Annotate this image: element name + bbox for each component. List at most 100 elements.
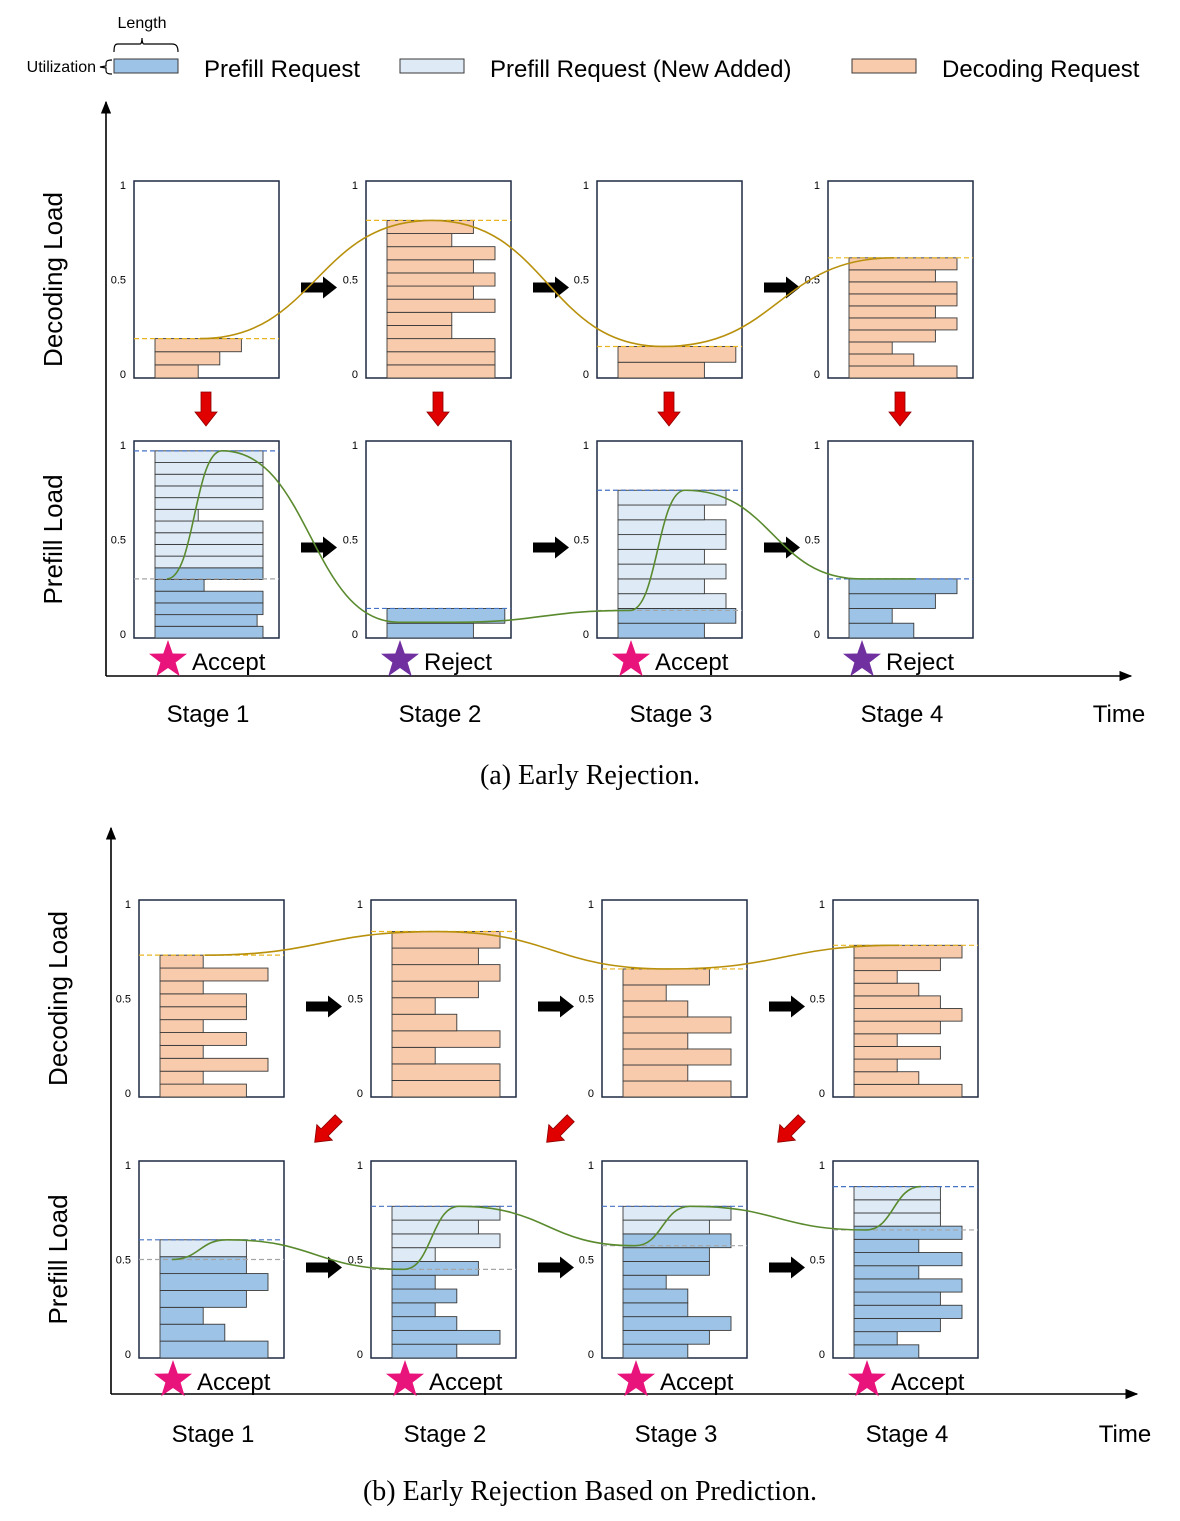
decoding-request-bar	[154, 338, 242, 353]
prefill-load-curve	[166, 450, 916, 624]
decoding-request-bar	[159, 1019, 204, 1033]
prefill-request-bar	[848, 578, 958, 595]
reject-star-icon	[381, 640, 419, 677]
prefill-new-request-bar	[154, 497, 264, 510]
tick-label: 0.5	[116, 1255, 131, 1267]
tick-label: 1	[588, 899, 594, 911]
decoding-request-bar	[154, 351, 221, 366]
decoding-load-curve	[204, 930, 900, 970]
legend-item-prefill-new: Prefill Request (New Added)	[490, 56, 791, 83]
decision-label: Accept	[655, 649, 729, 676]
tick-label: 0.5	[574, 275, 589, 287]
decoding-request-bar	[391, 1063, 501, 1081]
decoding-request-bar	[386, 325, 453, 340]
accept-star-icon	[154, 1360, 192, 1397]
flow-arrow-icon	[769, 1256, 805, 1279]
prefill-request-bar	[622, 1302, 689, 1318]
prefill-request-bar	[853, 1265, 920, 1280]
prefill-request-bar	[154, 579, 205, 592]
decoding-request-bar	[391, 1046, 436, 1065]
prefill-request-bar	[154, 614, 258, 627]
prefill-request-bar	[386, 622, 474, 639]
decoding-request-bar	[848, 365, 958, 379]
transfer-arrow-icon	[426, 391, 450, 427]
tick-label: 1	[814, 440, 820, 452]
decoding-request-bar	[386, 364, 496, 379]
decision-label: Accept	[429, 1369, 503, 1396]
prefill-box: 10.50	[805, 440, 974, 641]
decoding-request-bar	[853, 1045, 941, 1060]
prefill-request-bar	[159, 1323, 226, 1342]
tick-label: 1	[357, 899, 363, 911]
decoding-request-bar	[853, 982, 920, 997]
accept-star-icon	[149, 640, 187, 677]
flow-arrow-icon	[301, 276, 337, 299]
decoding-box: 10.50	[579, 899, 748, 1100]
prefill-request-bar	[386, 608, 506, 624]
accept-star-icon	[617, 1360, 655, 1397]
prefill-request-bar	[853, 1225, 963, 1240]
prefill-new-request-bar	[154, 532, 264, 545]
tick-label: 1	[125, 899, 131, 911]
decoding-request-bar	[622, 1080, 732, 1098]
tick-label: 1	[583, 180, 589, 192]
tick-label: 1	[819, 899, 825, 911]
decoding-request-bar	[853, 957, 941, 972]
decoding-request-bar	[159, 980, 204, 995]
transfer-arrow-icon	[314, 1114, 343, 1143]
decoding-request-bar	[391, 997, 436, 1015]
prefill-request-bar	[391, 1302, 436, 1318]
decoding-request-bar	[622, 1064, 689, 1082]
decoding-request-bar	[386, 298, 496, 313]
panel-caption: (a) Early Rejection.	[480, 760, 700, 791]
decoding-request-bar	[391, 947, 479, 966]
transfer-arrow-icon	[777, 1114, 806, 1143]
tick-label: 0	[588, 1349, 594, 1361]
prefill-request-bar	[391, 1316, 458, 1331]
prefill-request-bar	[391, 1261, 479, 1276]
decoding-request-bar	[853, 970, 898, 984]
prefill-request-bar	[853, 1278, 963, 1293]
tick-label: 1	[352, 180, 358, 192]
stage-label: Stage 4	[861, 701, 944, 728]
transfer-arrow-icon	[888, 391, 912, 427]
decoding-request-bar	[391, 1080, 501, 1098]
prefill-request-bar	[622, 1343, 689, 1359]
tick-label: 0.5	[111, 535, 126, 547]
decoding-box-frame	[596, 180, 743, 379]
decoding-request-bar	[159, 993, 247, 1008]
tick-label: 0	[819, 1088, 825, 1100]
decision-label: Accept	[891, 1369, 965, 1396]
prefill-new-request-bar	[622, 1205, 732, 1221]
decoding-request-bar	[853, 1008, 963, 1022]
prefill-request-bar	[622, 1274, 667, 1290]
tick-label: 0.5	[574, 535, 589, 547]
prefill-request-bar	[848, 593, 936, 609]
prefill-request-bar	[622, 1316, 732, 1331]
stage-label: Stage 2	[399, 701, 482, 728]
prefill-box: 10.50	[111, 440, 280, 641]
prefill-box: 10.50	[343, 440, 512, 641]
decision-label: Reject	[424, 649, 492, 676]
tick-label: 0.5	[116, 994, 131, 1006]
tick-label: 1	[125, 1160, 131, 1172]
tick-label: 1	[588, 1160, 594, 1172]
decoding-request-bar	[386, 272, 496, 287]
prefill-request-bar	[391, 1288, 458, 1304]
legend-item-prefill: Prefill Request	[204, 56, 360, 83]
tick-label: 1	[819, 1160, 825, 1172]
legend: Length Utilization Prefill Request Prefi…	[27, 15, 1140, 83]
tick-label: 0	[120, 629, 126, 641]
decoding-request-bar	[386, 219, 474, 234]
decision-label: Accept	[197, 1369, 271, 1396]
stage-label: Stage 1	[167, 701, 250, 728]
decoding-box: 10.50	[805, 180, 974, 381]
decoding-request-bar	[622, 984, 667, 1002]
prefill-new-request-bar	[391, 1233, 501, 1249]
prefill-request-bar	[853, 1331, 898, 1346]
decoding-request-bar	[154, 364, 199, 379]
accept-star-icon	[612, 640, 650, 677]
legend-swatch-decoding	[851, 58, 917, 74]
flow-arrow-icon	[538, 995, 574, 1018]
prefill-new-request-bar	[617, 578, 705, 595]
